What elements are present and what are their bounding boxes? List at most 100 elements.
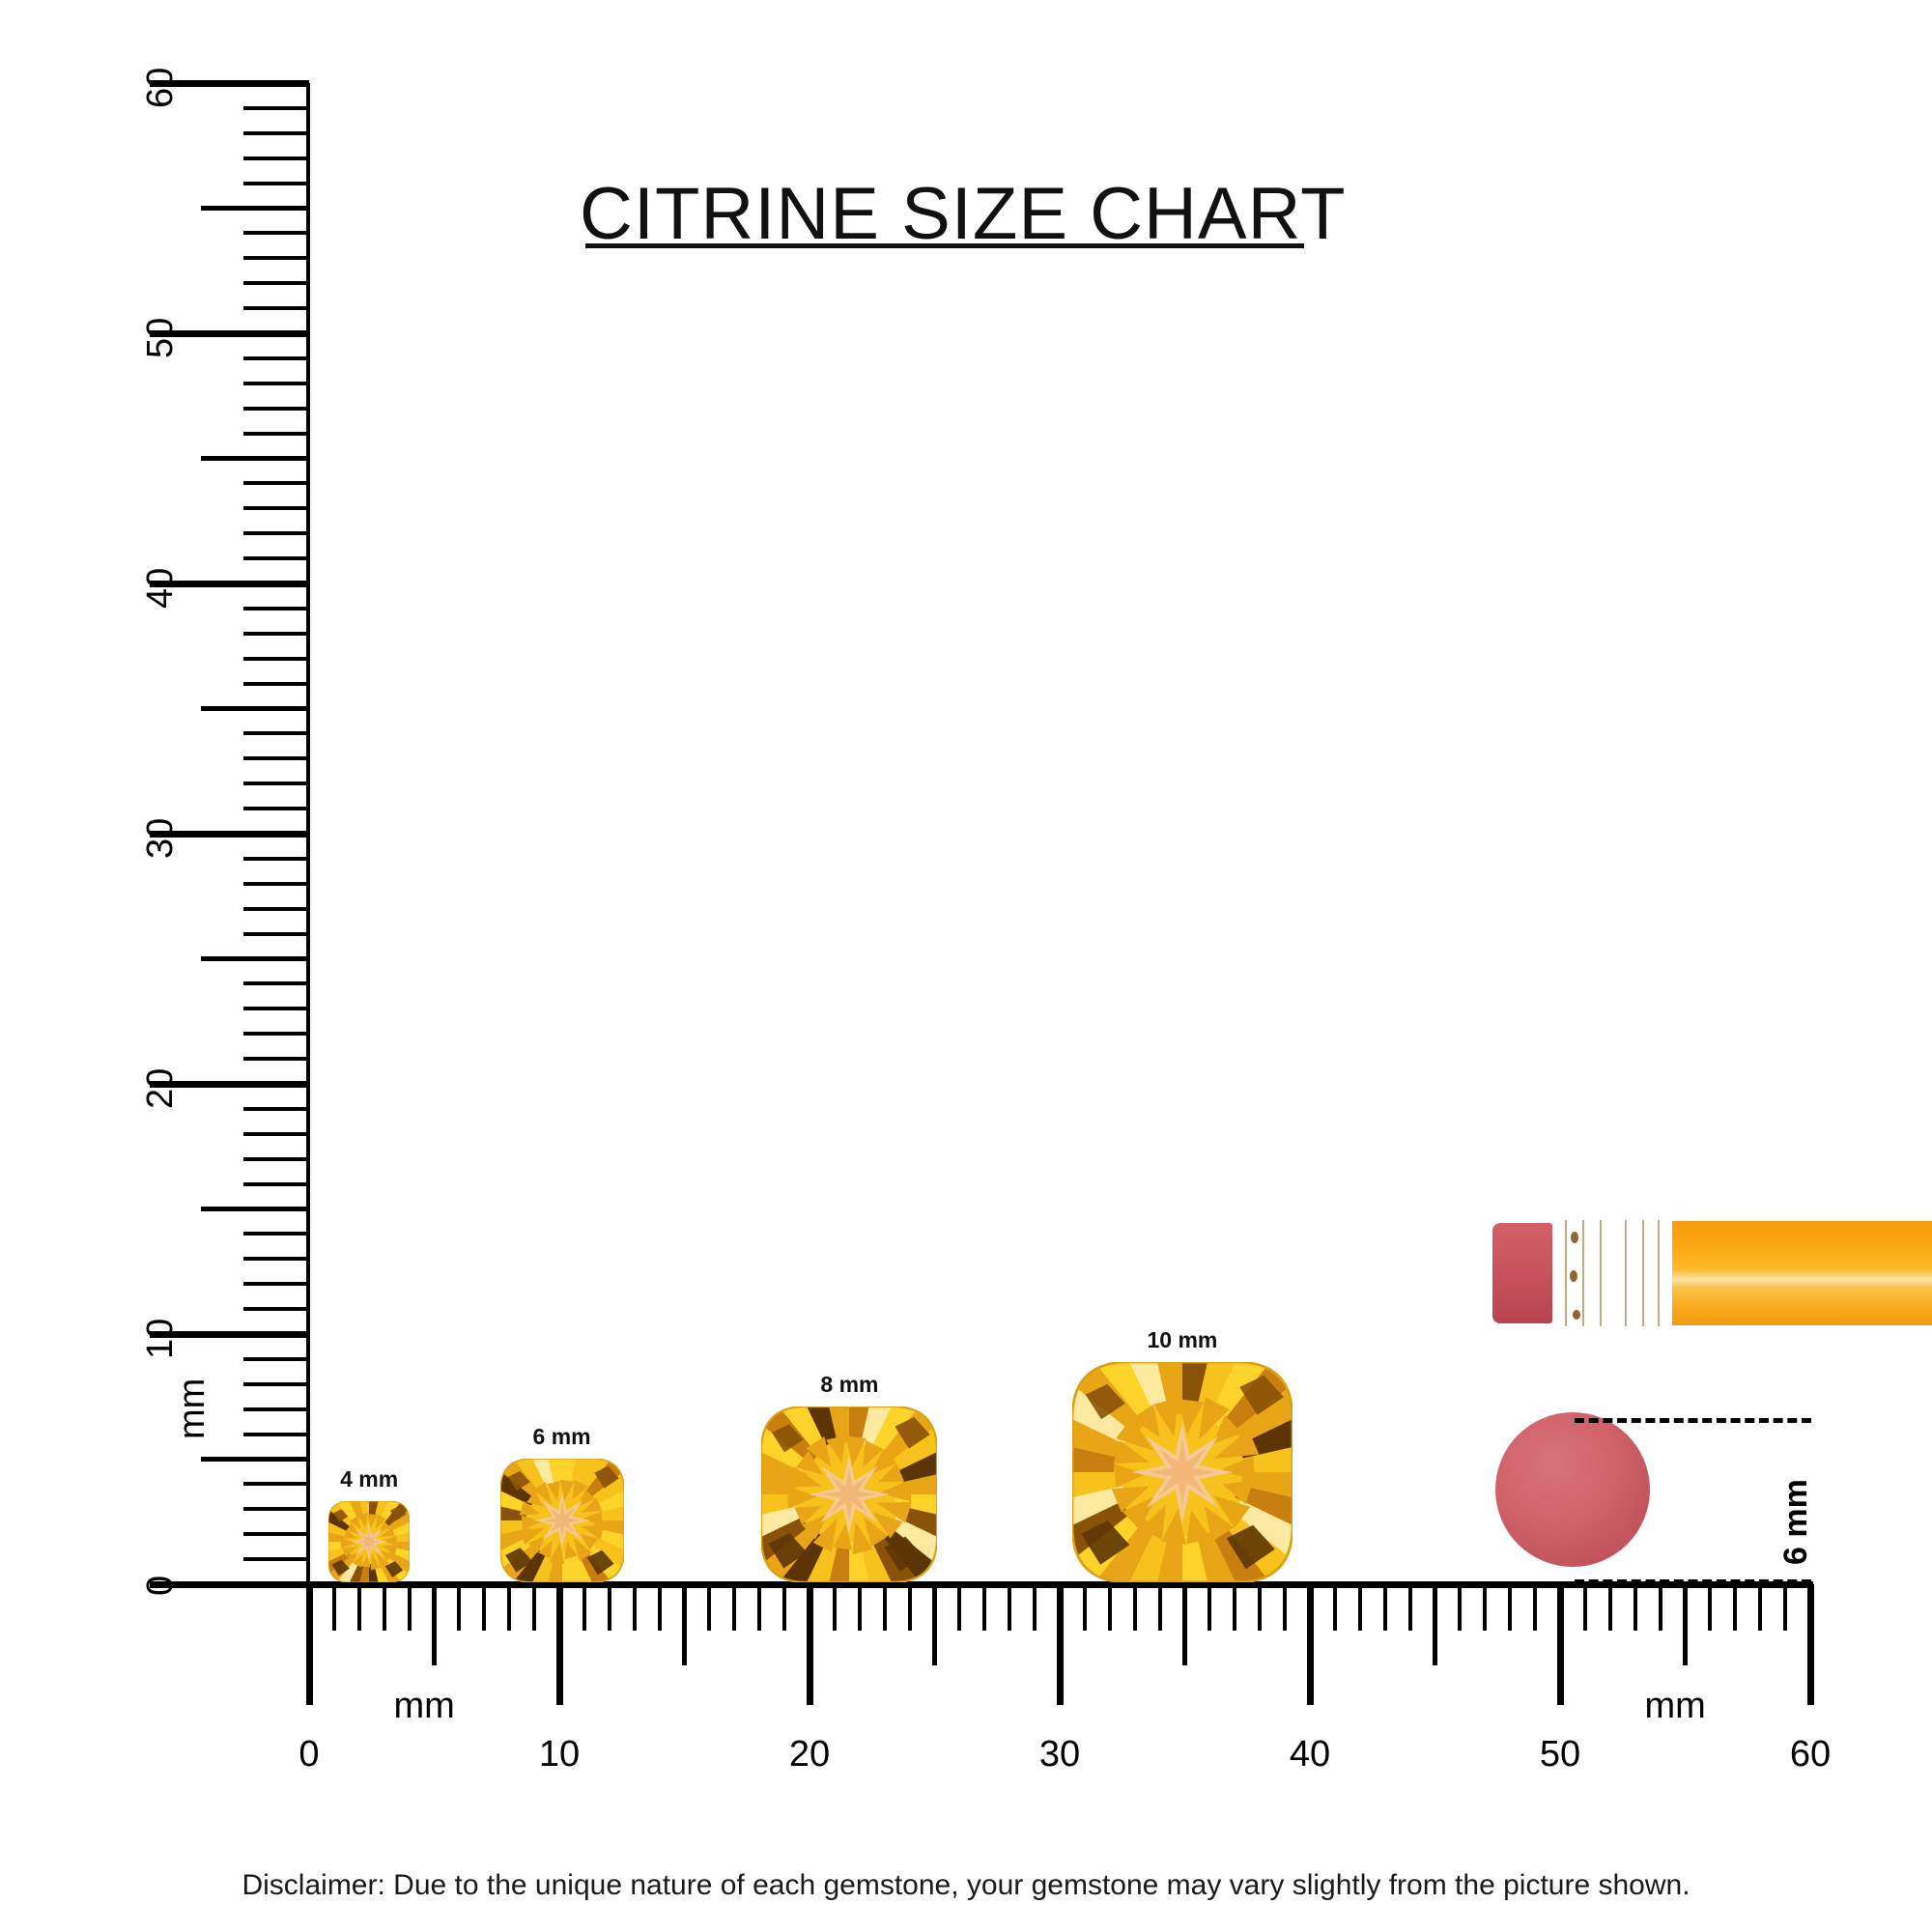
horizontal-minor-tick [1633,1584,1637,1631]
vertical-minor-tick [243,130,309,135]
horizontal-unit-label-right: mm [1644,1686,1706,1726]
vertical-mid-tick [201,956,309,961]
vertical-minor-tick [243,506,309,511]
horizontal-tick-label: 20 [788,1734,831,1775]
horizontal-minor-tick [1733,1584,1738,1631]
horizontal-minor-tick [1658,1584,1662,1631]
dimension-line-top [1575,1418,1811,1423]
vertical-minor-tick [243,431,309,436]
horizontal-minor-tick [1233,1584,1237,1631]
vertical-tick-label: 30 [140,817,181,859]
vertical-minor-tick [243,1181,309,1186]
vertical-minor-tick [243,1381,309,1386]
horizontal-minor-tick [1258,1584,1263,1631]
vertical-major-tick [150,1580,309,1588]
vertical-minor-tick [243,1307,309,1312]
horizontal-minor-tick [1458,1584,1463,1631]
horizontal-minor-tick [457,1584,462,1631]
horizontal-minor-tick [1008,1584,1012,1631]
vertical-minor-tick [243,406,309,411]
horizontal-minor-tick [1107,1584,1112,1631]
horizontal-minor-tick [1582,1584,1587,1631]
vertical-tick-label: 60 [140,67,181,108]
horizontal-minor-tick [907,1584,912,1631]
vertical-minor-tick [243,856,309,861]
horizontal-minor-tick [1483,1584,1488,1631]
eraser-dimension-label: 6 mm [1777,1479,1814,1565]
vertical-tick-label: 10 [140,1318,181,1359]
horizontal-minor-tick [1283,1584,1288,1631]
horizontal-tick-label: 30 [1038,1734,1081,1775]
gemstone-label-8mm: 8 mm [820,1372,879,1397]
gemstone-8mm [760,1405,939,1584]
vertical-minor-tick [243,1482,309,1487]
horizontal-minor-tick [1157,1584,1162,1631]
vertical-minor-tick [243,231,309,236]
horizontal-minor-tick [382,1584,386,1631]
vertical-mid-tick [201,1457,309,1462]
horizontal-minor-tick [957,1584,962,1631]
horizontal-minor-tick [407,1584,412,1631]
vertical-mid-tick [201,1207,309,1211]
vertical-major-tick [150,1080,309,1088]
horizontal-minor-tick [732,1584,737,1631]
vertical-major-tick [150,79,309,87]
vertical-minor-tick [243,931,309,936]
pencil-eraser [1492,1223,1552,1323]
vertical-minor-tick [243,556,309,561]
vertical-minor-tick [243,256,309,261]
gemstone-4mm [327,1500,411,1583]
vertical-minor-tick [243,981,309,986]
vertical-minor-tick [243,681,309,686]
horizontal-mid-tick [1182,1584,1187,1665]
horizontal-minor-tick [1708,1584,1713,1631]
horizontal-tick-label: 50 [1539,1734,1581,1775]
horizontal-minor-tick [882,1584,887,1631]
page-title: CITRINE SIZE CHART [580,173,1347,255]
vertical-minor-tick [243,1131,309,1136]
horizontal-major-tick [806,1584,813,1705]
horizontal-minor-tick [1082,1584,1087,1631]
vertical-minor-tick [243,1432,309,1436]
horizontal-minor-tick [1357,1584,1362,1631]
horizontal-mid-tick [682,1584,687,1665]
vertical-minor-tick [243,1232,309,1236]
horizontal-minor-tick [1407,1584,1412,1631]
vertical-major-tick [150,830,309,838]
vertical-minor-tick [243,1356,309,1361]
horizontal-major-tick [305,1584,313,1705]
horizontal-minor-tick [1208,1584,1212,1631]
horizontal-mid-tick [432,1584,437,1665]
vertical-major-tick [150,329,309,337]
vertical-minor-tick [243,381,309,385]
horizontal-minor-tick [632,1584,637,1631]
horizontal-minor-tick [607,1584,611,1631]
horizontal-minor-tick [1132,1584,1137,1631]
horizontal-minor-tick [482,1584,487,1631]
vertical-mid-tick [201,456,309,461]
horizontal-major-tick [1306,1584,1314,1705]
vertical-minor-tick [243,156,309,160]
vertical-minor-tick [243,181,309,185]
gemstone-6mm [498,1458,625,1583]
gemstone-10mm [1070,1360,1294,1584]
horizontal-tick-label: 0 [298,1734,320,1775]
pencil-body [1672,1221,1932,1325]
horizontal-minor-tick [507,1584,512,1631]
vertical-minor-tick [243,281,309,286]
horizontal-minor-tick [1758,1584,1763,1631]
horizontal-minor-tick [707,1584,712,1631]
vertical-tick-label: 50 [140,317,181,358]
vertical-minor-tick [243,1106,309,1111]
vertical-minor-tick [243,1507,309,1512]
vertical-minor-tick [243,731,309,736]
horizontal-tick-label: 40 [1289,1734,1331,1775]
vertical-minor-tick [243,1532,309,1537]
vertical-minor-tick [243,781,309,786]
horizontal-minor-tick [782,1584,787,1631]
vertical-tick-label: 20 [140,1067,181,1109]
vertical-minor-tick [243,1057,309,1062]
horizontal-major-tick [1556,1584,1564,1705]
horizontal-unit-label-left: mm [393,1686,455,1726]
